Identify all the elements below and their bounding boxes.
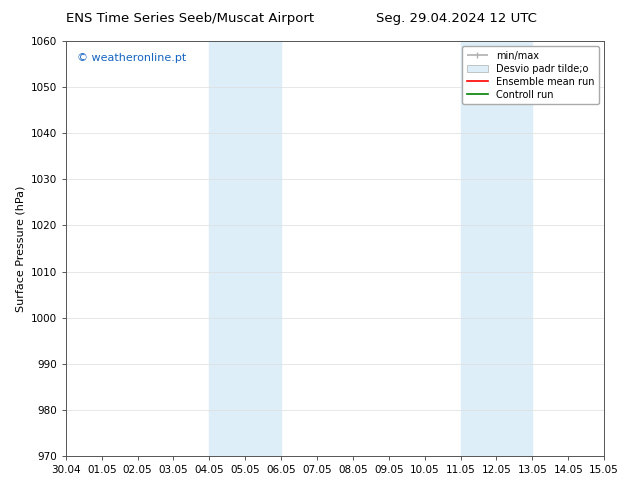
- Text: © weatheronline.pt: © weatheronline.pt: [77, 53, 186, 64]
- Legend: min/max, Desvio padr tilde;o, Ensemble mean run, Controll run: min/max, Desvio padr tilde;o, Ensemble m…: [462, 46, 599, 104]
- Text: Seg. 29.04.2024 12 UTC: Seg. 29.04.2024 12 UTC: [376, 12, 537, 25]
- Bar: [209, 41, 281, 456]
- Bar: [460, 41, 533, 456]
- Y-axis label: Surface Pressure (hPa): Surface Pressure (hPa): [15, 185, 25, 312]
- Text: ENS Time Series Seeb/Muscat Airport: ENS Time Series Seeb/Muscat Airport: [66, 12, 314, 25]
